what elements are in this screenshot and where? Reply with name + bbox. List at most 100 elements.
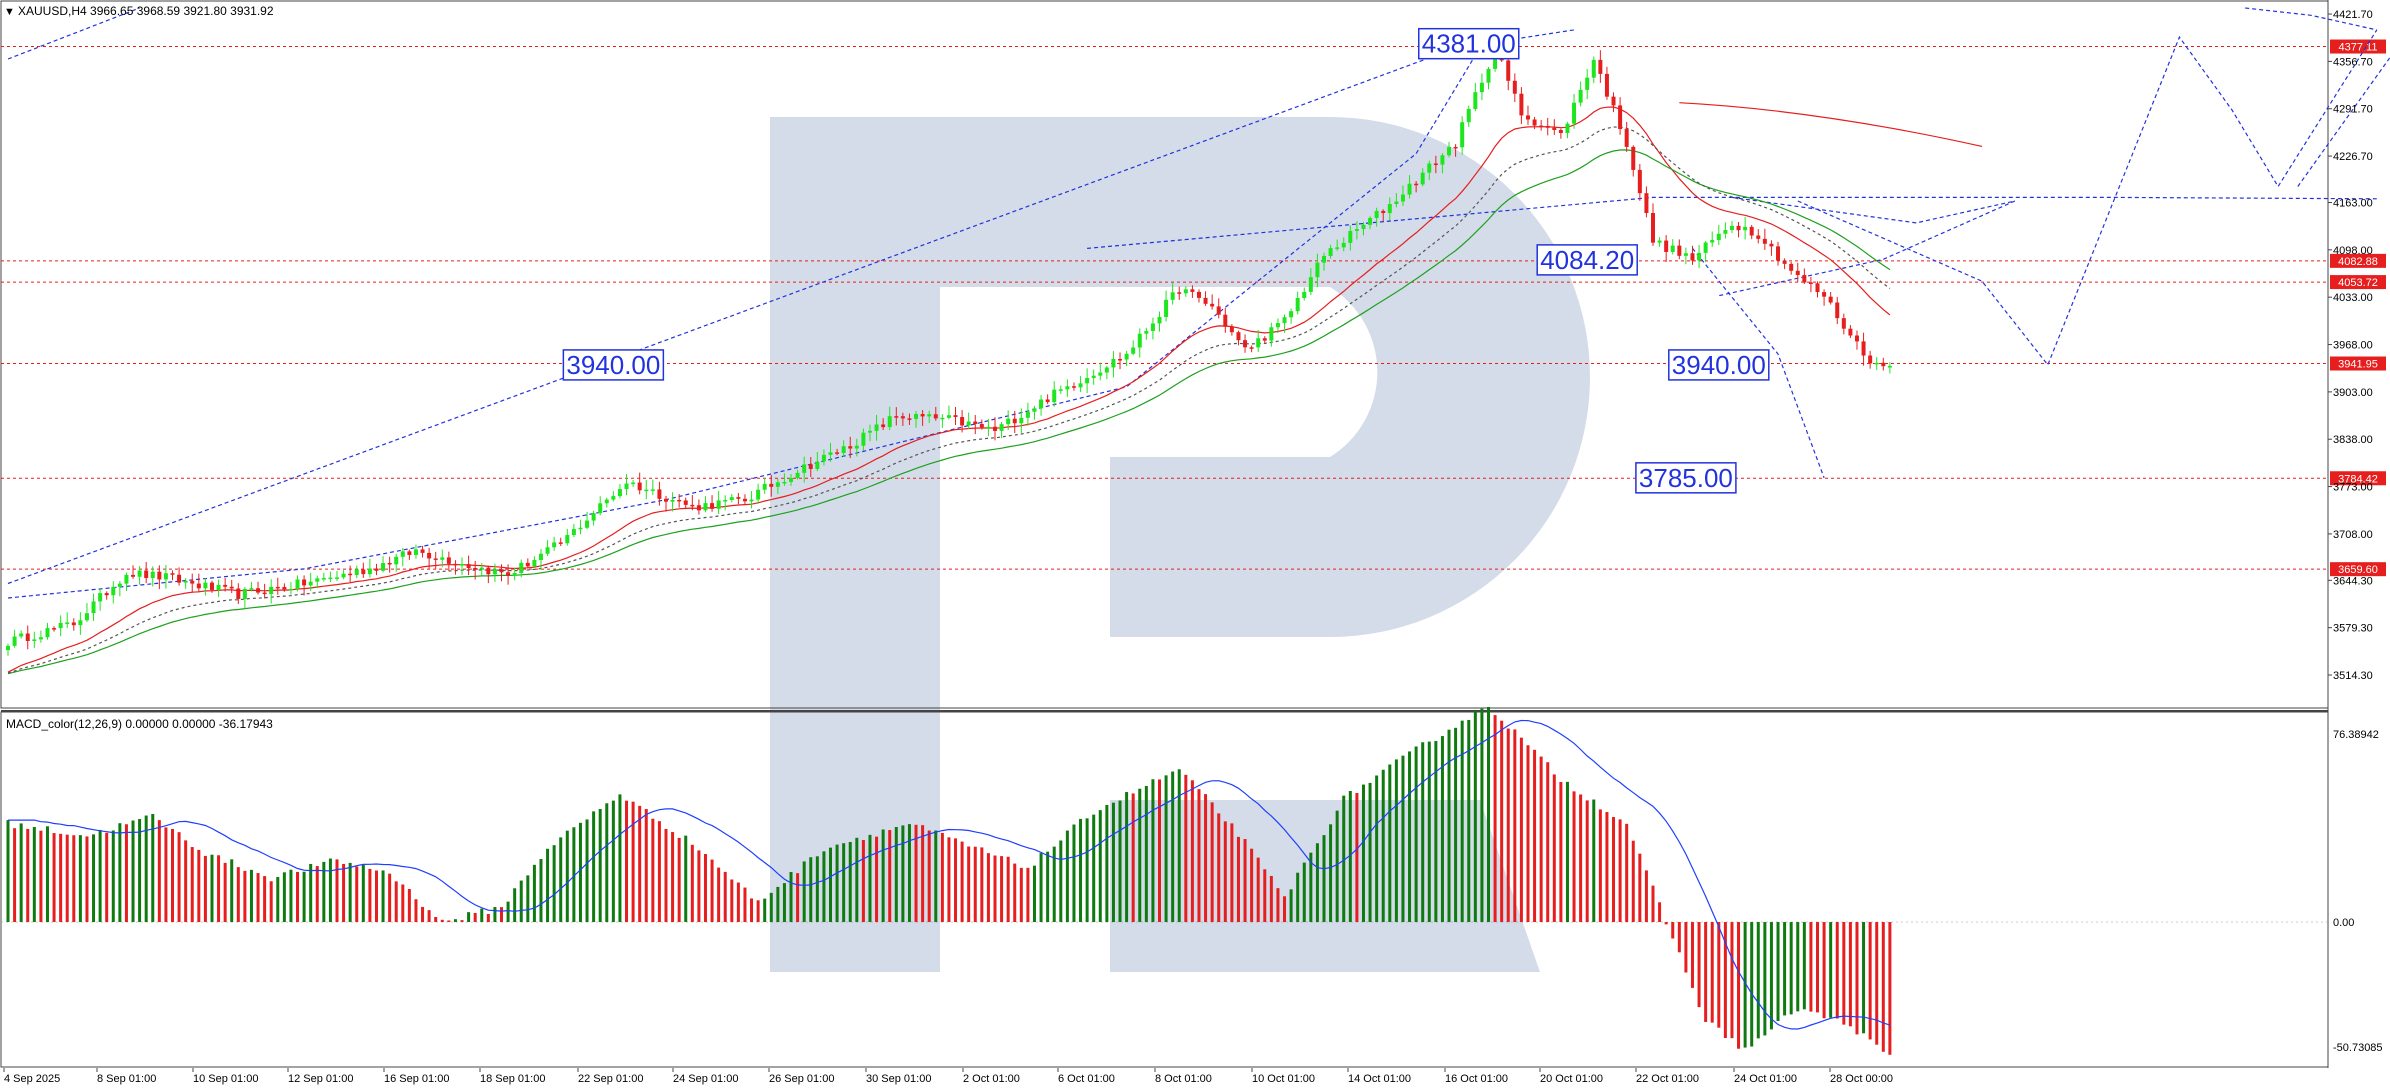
- candle-bearish: [1802, 275, 1807, 283]
- macd-bar-falling: [1283, 896, 1287, 923]
- macd-bar-falling: [1131, 793, 1135, 923]
- candle-bearish: [1216, 306, 1221, 315]
- macd-bar-rising: [894, 827, 898, 923]
- macd-bar-falling: [1842, 922, 1846, 1025]
- macd-bar-falling: [52, 833, 56, 923]
- macd-bar-falling: [1585, 800, 1589, 923]
- macd-bar-rising: [1315, 843, 1319, 923]
- candle-bullish: [538, 553, 543, 561]
- x-axis-tick-label: 10 Sep 01:00: [193, 1073, 258, 1085]
- candle-bullish: [650, 489, 655, 491]
- macd-bar-rising: [1052, 846, 1056, 923]
- candle-bearish: [1190, 289, 1195, 292]
- macd-bar-rising: [1802, 922, 1806, 1010]
- y-axis-tick-label: 3773.00: [2333, 482, 2373, 494]
- candle-bearish: [1558, 129, 1563, 134]
- macd-bar-falling: [1835, 922, 1839, 1019]
- candle-bearish: [808, 464, 813, 469]
- macd-bar-rising: [249, 869, 253, 923]
- macd-bar-rising: [1348, 791, 1352, 923]
- macd-bar-falling: [1243, 839, 1247, 923]
- candle-bearish: [1118, 358, 1123, 361]
- candle-bearish: [558, 542, 563, 544]
- candle-bullish: [611, 496, 616, 500]
- macd-bar-falling: [657, 821, 661, 923]
- macd-bar-rising: [1342, 795, 1346, 923]
- macd-bar-falling: [401, 884, 405, 923]
- macd-bar-falling: [1000, 856, 1004, 923]
- macd-bar-rising: [1065, 830, 1069, 923]
- forecast-resistance-line: [1087, 196, 2377, 249]
- candle-bearish: [223, 584, 228, 587]
- macd-bar-falling: [1026, 867, 1030, 923]
- macd-bar-rising: [1381, 769, 1385, 923]
- macd-bar-falling: [875, 836, 879, 923]
- macd-bar-rising: [1335, 810, 1339, 923]
- candle-bearish: [104, 593, 109, 596]
- macd-bar-rising: [1085, 818, 1089, 923]
- y-axis-tick-label: 4291.70: [2333, 104, 2373, 116]
- x-axis-tick-label: 22 Oct 01:00: [1636, 1073, 1699, 1085]
- macd-bar-rising: [1783, 922, 1787, 1016]
- macd-bar-rising: [19, 823, 23, 923]
- candle-bearish: [953, 415, 958, 418]
- macd-bar-falling: [940, 832, 944, 923]
- candle-bullish: [1019, 417, 1024, 424]
- candle-bearish: [499, 569, 504, 573]
- macd-bar-falling: [1355, 792, 1359, 923]
- candle-bullish: [1322, 255, 1326, 263]
- macd-bar-falling: [638, 805, 642, 923]
- macd-bar-falling: [954, 838, 958, 923]
- candle-bearish: [894, 416, 899, 418]
- candle-bearish: [1637, 169, 1642, 194]
- price-level-tag-text: 3659.60: [2338, 564, 2378, 576]
- candle-bullish: [1703, 242, 1708, 253]
- macd-bar-rising: [1164, 775, 1168, 923]
- macd-bar-falling: [1500, 720, 1504, 923]
- macd-bar-falling: [960, 841, 964, 923]
- candle-bullish: [966, 421, 971, 426]
- candle-bullish: [565, 535, 570, 544]
- macd-bar-rising: [92, 834, 96, 923]
- forecast-price-label: 3940.00: [566, 350, 660, 380]
- candle-bullish: [644, 489, 649, 492]
- candle-bullish: [1578, 89, 1583, 103]
- macd-bar-falling: [1875, 922, 1879, 1045]
- macd-bar-falling: [796, 873, 800, 923]
- macd-bar-rising: [526, 875, 530, 923]
- macd-bar-rising: [1750, 922, 1754, 1047]
- candle-bullish: [756, 489, 761, 500]
- candle-bullish: [295, 579, 300, 589]
- macd-bar-rising: [1032, 865, 1036, 923]
- candle-bullish: [1657, 240, 1662, 243]
- macd-bar-falling: [625, 800, 629, 923]
- candle-bearish: [920, 414, 925, 417]
- candle-bearish: [1789, 263, 1794, 271]
- macd-bar-falling: [1579, 794, 1583, 923]
- candle-bearish: [835, 452, 840, 454]
- macd-y-axis-tick-label: -50.73085: [2333, 1042, 2383, 1054]
- candle-bullish: [78, 620, 83, 626]
- macd-bar-falling: [256, 873, 260, 923]
- x-axis-tick-label: 22 Sep 01:00: [578, 1073, 643, 1085]
- chart-collapse-icon[interactable]: ▼: [4, 6, 15, 18]
- macd-bar-falling: [1638, 853, 1642, 923]
- candle-bearish: [420, 549, 425, 553]
- macd-bar-rising: [578, 822, 582, 923]
- macd-bar-falling: [1881, 922, 1885, 1052]
- macd-bar-rising: [309, 863, 313, 923]
- candle-bearish: [637, 482, 642, 491]
- candle-bearish: [52, 628, 57, 630]
- candle-bullish: [1144, 331, 1149, 334]
- candle-bullish: [203, 582, 208, 589]
- macd-bar-rising: [381, 870, 385, 923]
- macd-bar-rising: [453, 919, 457, 923]
- candle-bullish: [519, 562, 524, 573]
- forecast-price-label-box: [1536, 244, 1638, 276]
- macd-bar-rising: [1434, 741, 1438, 923]
- macd-bar-falling: [1717, 922, 1721, 1028]
- forecast-price-label-box: [562, 349, 665, 381]
- macd-bar-rising: [1414, 746, 1418, 923]
- candle-bullish: [940, 417, 945, 420]
- macd-bar-falling: [736, 882, 740, 923]
